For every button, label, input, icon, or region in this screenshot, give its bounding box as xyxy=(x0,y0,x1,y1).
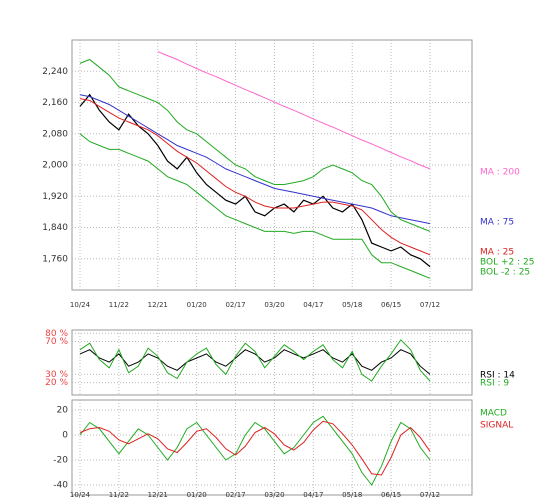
y-tick-label: 1,760 xyxy=(42,254,68,264)
x-tick-label: 01/20 xyxy=(187,301,207,309)
y-tick-label: -40 xyxy=(53,481,68,491)
legend-label: BOL +2 : 25 xyxy=(480,258,534,268)
y-tick-label: 0 xyxy=(62,431,68,441)
legend-label: RSI : 14 xyxy=(480,371,515,381)
y-tick-label: 2,000 xyxy=(42,161,68,171)
y-tick-label: 30 % xyxy=(45,370,68,380)
x-tick-label: 10/24 xyxy=(70,301,91,309)
x-tick-label: 03/20 xyxy=(264,301,284,309)
x-tick-label: 05/18 xyxy=(342,301,362,309)
x-tick-label: 01/20 xyxy=(187,491,207,499)
series-line xyxy=(79,133,431,279)
x-tick-label: 02/17 xyxy=(225,301,245,309)
x-tick-label: 11/22 xyxy=(109,301,129,309)
series-line xyxy=(79,339,431,382)
series-line xyxy=(79,58,431,232)
x-tick-label: 06/15 xyxy=(381,301,401,309)
y-tick-label: 20 % xyxy=(45,378,68,388)
series-line xyxy=(79,420,431,476)
legend-label: RSI : 9 xyxy=(480,379,509,389)
series-line xyxy=(157,51,431,170)
y-tick-label: 2,080 xyxy=(42,129,68,139)
x-tick-label: 07/12 xyxy=(420,301,440,309)
legend-label: BOL -2 : 25 xyxy=(480,268,530,278)
legend-label: MA : 200 xyxy=(480,168,520,178)
x-tick-label: 04/17 xyxy=(303,491,323,499)
x-tick-label: 02/17 xyxy=(225,491,245,499)
legend-label: MA : 25 xyxy=(480,248,514,258)
legend-label: MACD xyxy=(480,409,507,419)
y-tick-label: 2,160 xyxy=(42,98,68,108)
y-tick-label: 2,240 xyxy=(42,67,68,77)
x-tick-label: 12/21 xyxy=(148,491,168,499)
x-tick-label: 11/22 xyxy=(109,491,129,499)
series-line xyxy=(79,98,431,256)
x-tick-label: 12/21 xyxy=(148,301,168,309)
x-tick-label: 07/12 xyxy=(420,491,440,499)
x-tick-label: 10/24 xyxy=(70,491,91,499)
legend-label: MA : 75 xyxy=(480,218,514,228)
panel-frame xyxy=(71,399,473,496)
y-tick-label: 1,920 xyxy=(42,192,68,202)
x-tick-label: 06/15 xyxy=(381,491,401,499)
x-tick-label: 05/18 xyxy=(342,491,362,499)
y-tick-label: 80 % xyxy=(45,329,68,339)
x-tick-label: 03/20 xyxy=(264,491,284,499)
legend-label: SIGNAL xyxy=(480,421,513,431)
panel-frame xyxy=(71,329,473,396)
series-line xyxy=(79,415,431,486)
y-tick-label: -20 xyxy=(53,456,68,466)
series-line xyxy=(79,94,431,225)
y-tick-label: 20 xyxy=(57,406,69,416)
x-tick-label: 04/17 xyxy=(303,301,323,309)
y-tick-label: 70 % xyxy=(45,337,68,347)
y-tick-label: 1,840 xyxy=(42,223,68,233)
series-line xyxy=(79,349,431,375)
